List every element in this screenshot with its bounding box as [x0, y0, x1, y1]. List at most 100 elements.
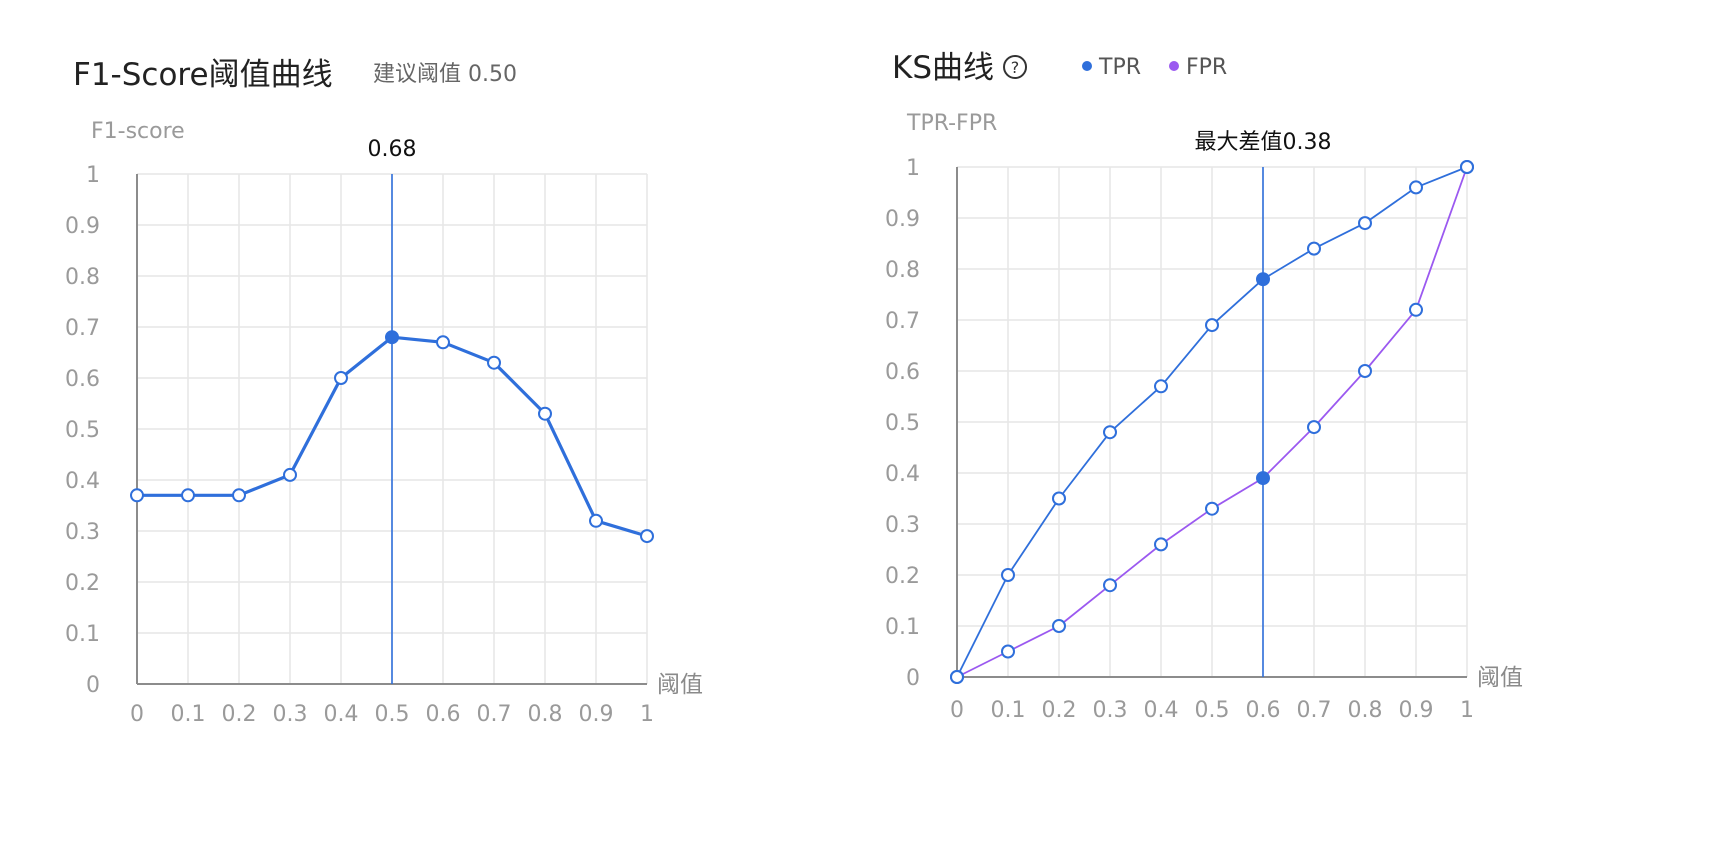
data-point[interactable] [1052, 491, 1066, 506]
x-tick-label: 0.3 [273, 702, 308, 727]
y-tick-label: 0.5 [885, 411, 920, 436]
y-tick-label: 1 [906, 156, 920, 181]
y-tick-label: 0.9 [65, 214, 100, 239]
y-tick-label: 0 [86, 673, 100, 698]
data-point[interactable] [1103, 578, 1117, 593]
y-tick-label: 0.7 [65, 316, 100, 341]
x-tick-label: 0.9 [579, 702, 614, 727]
legend-label: FPR [1186, 55, 1227, 80]
data-point[interactable] [1409, 302, 1423, 317]
series-1 [130, 330, 654, 544]
data-point[interactable] [334, 371, 348, 385]
data-point-highlighted[interactable] [1256, 471, 1270, 486]
data-point[interactable] [130, 488, 144, 503]
x-tick-label: 0.4 [1144, 698, 1179, 723]
y-tick-label: 1 [86, 163, 100, 188]
data-point[interactable] [1307, 420, 1321, 435]
data-point[interactable] [1205, 501, 1219, 516]
y-tick-label: 0.6 [65, 367, 100, 392]
y-tick-label: 0.9 [885, 207, 920, 232]
legend-dot [1082, 61, 1092, 71]
data-point[interactable] [538, 406, 552, 421]
y-tick-label: 0.3 [65, 520, 100, 545]
data-point[interactable] [487, 355, 501, 370]
y-tick-label: 0.1 [885, 615, 920, 640]
data-point[interactable] [232, 488, 246, 503]
x-tick-label: 0.4 [324, 702, 359, 727]
data-point[interactable] [640, 529, 654, 544]
grid-lines [957, 166, 1468, 677]
y-tick-label: 0.8 [65, 265, 100, 290]
threshold-marker-label: 0.68 [368, 137, 417, 162]
x-tick-label: 0.1 [171, 702, 206, 727]
y-tick-label: 0.1 [65, 622, 100, 647]
x-tick-label: 0.6 [1246, 698, 1281, 723]
data-point[interactable] [1052, 619, 1066, 633]
y-tick-label: 0.5 [65, 418, 100, 443]
y-axis-label: F1-score [91, 119, 185, 144]
chart-1: F1-Score阈值曲线 建议阈值 0.50 F1-score 0 0.1 0.2 0.3 0… [65, 57, 703, 727]
chart-subtitle: 建议阈值 0.50 [373, 62, 517, 87]
data-point[interactable] [1205, 318, 1219, 333]
data-point-highlighted[interactable] [385, 330, 399, 345]
help-circle-icon[interactable]: ? [1003, 55, 1028, 79]
y-tick-label: 0 [906, 666, 920, 691]
series-fpr [950, 160, 1474, 684]
x-tick-label: 1 [640, 702, 654, 727]
x-tick-label: 0.2 [1042, 698, 1077, 723]
y-axis-label: TPR-FPR [906, 111, 997, 136]
y-tick-label: 0.2 [65, 571, 100, 596]
data-point[interactable] [1358, 364, 1372, 378]
x-tick-label: 0.2 [222, 702, 257, 727]
x-tick-label: 0.1 [991, 698, 1026, 723]
x-tick-label: 0.5 [375, 702, 410, 727]
y-tick-label: 0.8 [885, 258, 920, 283]
x-tick-label: 0.7 [477, 702, 512, 727]
data-point[interactable] [181, 488, 195, 503]
data-point[interactable] [950, 670, 964, 684]
y-tick-label: 0.6 [885, 360, 920, 385]
x-tick-label: 0.6 [426, 702, 461, 727]
data-point[interactable] [1103, 425, 1117, 440]
data-point[interactable] [1001, 644, 1015, 659]
x-tick-label: 0.8 [1348, 698, 1383, 723]
x-tick-label: 0.3 [1093, 698, 1128, 723]
data-point-highlighted[interactable] [1256, 272, 1270, 287]
data-point[interactable] [1358, 216, 1372, 231]
x-tick-label: 0 [130, 702, 144, 727]
x-tick-label: 0 [950, 698, 964, 723]
data-point[interactable] [1001, 568, 1015, 582]
help-circle-outline [1003, 55, 1028, 79]
x-axis-label: 阈值 [657, 672, 703, 698]
help-question-mark: ? [1011, 58, 1020, 77]
x-axis-label: 阈值 [1477, 665, 1523, 691]
legend-dot [1169, 61, 1179, 71]
data-point[interactable] [589, 513, 603, 528]
x-tick-label: 0.5 [1195, 698, 1230, 723]
x-tick-label: 0.8 [528, 702, 563, 727]
legend-item-fpr[interactable]: FPR [1169, 55, 1227, 80]
chart-2: KS曲线? TPR FPR TPR-FPR 0 0.1 0.2 0.3 0.4 0.5 0.6 0.7… [885, 50, 1523, 723]
chart-title: KS曲线 [892, 50, 994, 86]
y-tick-label: 0.3 [885, 513, 920, 538]
x-tick-label: 0.7 [1297, 698, 1332, 723]
y-tick-label: 0.7 [885, 309, 920, 334]
data-point[interactable] [1307, 241, 1321, 256]
x-tick-label: 1 [1460, 698, 1474, 723]
data-point[interactable] [1154, 379, 1168, 394]
data-point[interactable] [1154, 537, 1168, 552]
y-tick-label: 0.4 [65, 469, 100, 494]
legend-item-tpr[interactable]: TPR [1082, 55, 1141, 80]
x-tick-label: 0.9 [1399, 698, 1434, 723]
data-point[interactable] [1409, 180, 1423, 195]
data-point[interactable] [1460, 160, 1474, 174]
data-point[interactable] [436, 335, 450, 350]
legend-label: TPR [1098, 55, 1141, 80]
chart-title: F1-Score阈值曲线 [73, 57, 333, 93]
y-tick-label: 0.2 [885, 564, 920, 589]
y-tick-label: 0.4 [885, 462, 920, 487]
data-point[interactable] [283, 467, 297, 482]
threshold-marker-label: 最大差值0.38 [1195, 130, 1332, 155]
